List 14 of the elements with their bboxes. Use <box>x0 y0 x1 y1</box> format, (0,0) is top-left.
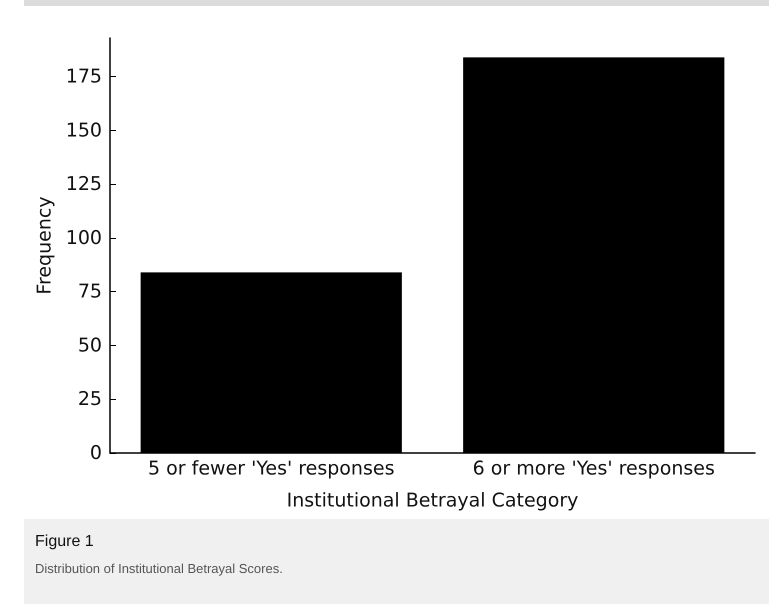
text: Distribution of Institutional Betrayal Scores. <box>35 561 283 576</box>
y-tick-label: 150 <box>66 119 102 142</box>
y-tick-label: 75 <box>78 280 102 303</box>
y-tick-label: 25 <box>78 388 102 410</box>
y-tick-label: 125 <box>66 173 102 196</box>
x-tick-label: 5 or fewer 'Yes' responses <box>148 458 394 480</box>
y-tick-label: 100 <box>66 226 102 249</box>
text: Figure 1 <box>35 533 94 551</box>
y-tick-label: 50 <box>78 334 102 356</box>
y-axis-title: Frequency <box>34 196 56 295</box>
y-tick-label: 175 <box>66 66 102 88</box>
x-axis-title: Institutional Betrayal Category <box>286 490 578 512</box>
x-tick-label: 6 or more 'Yes' responses <box>472 458 715 480</box>
y-tick-label: 0 <box>90 442 102 464</box>
